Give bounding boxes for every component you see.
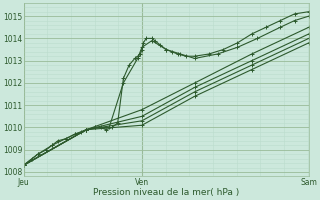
X-axis label: Pression niveau de la mer( hPa ): Pression niveau de la mer( hPa ) (93, 188, 239, 197)
